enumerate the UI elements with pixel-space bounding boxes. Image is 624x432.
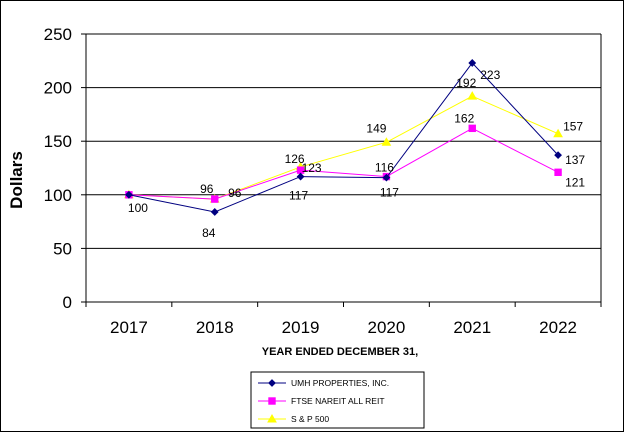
y-tick-label: 150 <box>44 132 72 151</box>
legend-marker <box>268 397 276 405</box>
data-label: 117 <box>380 186 399 200</box>
data-point <box>553 128 563 138</box>
data-point <box>125 190 133 199</box>
gridlines <box>81 33 602 307</box>
y-tick-label: 0 <box>63 293 72 312</box>
x-tick-label: 2020 <box>368 318 406 337</box>
y-tick-label: 100 <box>44 186 72 205</box>
data-label: 96 <box>200 182 214 196</box>
data-label: 96 <box>228 186 242 200</box>
x-tick-label: 2017 <box>110 318 148 337</box>
series-line <box>128 62 559 213</box>
data-label: 149 <box>366 121 386 135</box>
data-point <box>211 195 219 203</box>
data-label: 121 <box>565 175 585 189</box>
data-label: 162 <box>454 111 474 125</box>
data-label: 157 <box>563 120 583 134</box>
data-labels: 100 84 117 116 223 137 96 123 117 162 121 96 126 149 1… <box>128 68 586 240</box>
data-point <box>468 59 477 67</box>
series-line <box>128 95 559 200</box>
x-axis-label: YEAR ENDED DECEMBER 31, <box>262 346 418 358</box>
data-point <box>381 137 392 146</box>
legend-marker <box>267 413 277 423</box>
y-tick-label: 50 <box>53 239 72 258</box>
legend: UMH PROPERTIES, INC. FTSE NAREIT ALL REIT… <box>250 371 425 429</box>
data-label: 123 <box>302 161 322 175</box>
legend-marker <box>268 379 276 387</box>
data-point <box>468 124 476 133</box>
data-point <box>467 91 478 100</box>
x-tick-label: 2019 <box>282 318 320 337</box>
y-tick-labels: 0 50 100 150 200 250 <box>44 25 72 312</box>
series-line <box>128 127 559 200</box>
y-tick-label: 250 <box>44 25 72 44</box>
data-label: 117 <box>289 189 308 203</box>
data-point <box>554 151 562 160</box>
data-label: 84 <box>202 226 216 240</box>
data-point <box>554 168 562 176</box>
legend-label: FTSE NAREIT ALL REIT <box>291 396 385 406</box>
x-tick-labels: 2017 2018 2019 2020 2021 2022 <box>110 318 577 337</box>
data-point <box>382 173 391 182</box>
legend-label: S & P 500 <box>291 414 329 424</box>
x-tick-label: 2022 <box>539 318 577 337</box>
legend-label: UMH PROPERTIES, INC. <box>291 378 389 388</box>
series-group <box>124 59 563 216</box>
data-point <box>296 172 305 181</box>
data-label: 126 <box>285 152 305 166</box>
x-tick-label: 2021 <box>453 318 491 337</box>
data-label: 223 <box>480 68 500 82</box>
data-label: 100 <box>128 201 148 215</box>
x-tick-label: 2018 <box>196 318 234 337</box>
data-label: 192 <box>456 76 476 90</box>
y-axis-label: Dollars <box>7 151 26 209</box>
y-tick-label: 200 <box>44 79 72 98</box>
data-label: 137 <box>565 153 585 167</box>
data-label: 116 <box>375 161 394 175</box>
data-point <box>210 208 219 216</box>
